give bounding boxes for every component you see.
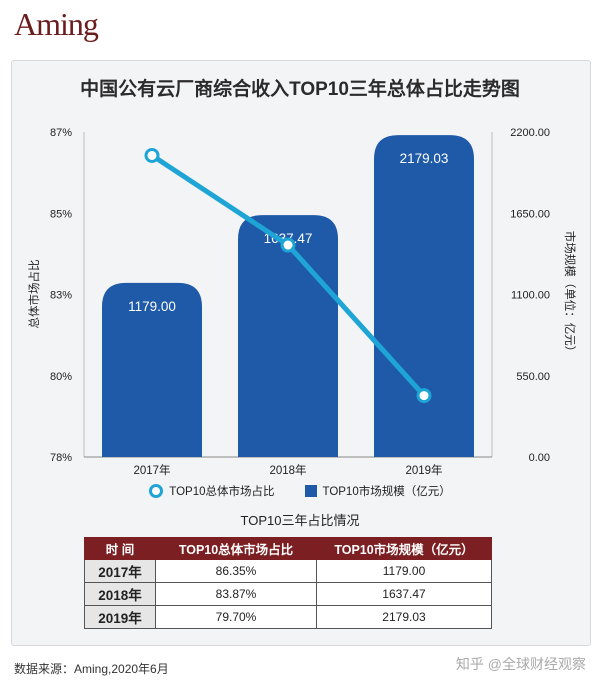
brand-logo: Aming	[14, 6, 99, 42]
table-header-time: 时 间	[84, 537, 156, 560]
legend-line-marker-icon	[149, 484, 164, 498]
bar-value-label: 1179.00	[128, 299, 176, 314]
left-tick-label: 83%	[50, 290, 72, 302]
table-cell-year: 2019年	[84, 605, 156, 629]
legend-bar-marker-icon	[304, 485, 317, 497]
table-cell-size: 1637.47	[316, 582, 492, 606]
line-point-1	[280, 237, 296, 253]
right-tick-label: 550.00	[516, 371, 550, 383]
table-cell-year: 2018年	[84, 582, 156, 606]
bar-0	[102, 282, 202, 457]
table-title: TOP10三年占比情况	[240, 513, 360, 528]
left-tick-label: 85%	[50, 208, 72, 220]
legend-item-bar: TOP10市场规模（亿元）	[304, 483, 451, 499]
right-tick-label: 0.00	[529, 452, 550, 464]
table-row: 2019年 79.70% 2179.03	[84, 605, 492, 629]
line-point-2	[416, 388, 432, 404]
source-note: 数据来源：Aming,2020年6月	[14, 662, 169, 676]
right-tick-label: 2200.00	[510, 127, 550, 139]
right-tick-label: 1100.00	[511, 290, 550, 302]
left-tick-label: 87%	[50, 127, 72, 139]
left-tick-label: 78%	[50, 452, 72, 464]
table-cell-year: 2017年	[84, 559, 156, 583]
table-cell-share: 86.35%	[155, 559, 317, 583]
x-tick-label: 2017年	[133, 463, 170, 477]
left-tick-label: 80%	[50, 371, 72, 383]
x-tick-label: 2018年	[269, 463, 306, 477]
chart-legend: TOP10总体市场占比 TOP10市场规模（亿元）	[0, 483, 600, 499]
line-point-0	[144, 147, 160, 163]
table-cell-share: 83.87%	[155, 582, 317, 606]
table-cell-size: 2179.03	[316, 605, 492, 629]
right-tick-label: 1650.00	[510, 208, 550, 220]
table-cell-share: 79.70%	[155, 605, 317, 629]
table-header-size: TOP10市场规模（亿元）	[316, 537, 492, 560]
bar-value-label: 2179.03	[400, 151, 449, 166]
legend-bar-label: TOP10市场规模（亿元）	[322, 486, 451, 498]
legend-line-label: TOP10总体市场占比	[169, 486, 275, 498]
x-tick-label: 2019年	[405, 463, 442, 477]
watermark: 知乎 @全球财经观察	[455, 656, 586, 672]
table-row: 2017年 86.35% 1179.00	[84, 559, 492, 583]
table-header-share: TOP10总体市场占比	[155, 537, 317, 560]
legend-item-line: TOP10总体市场占比	[149, 483, 275, 499]
right-axis-title: 市场规模（单位：亿元）	[563, 231, 577, 358]
bar-2	[374, 135, 474, 457]
table-header-row: 时 间 TOP10总体市场占比 TOP10市场规模（亿元）	[84, 537, 492, 560]
data-table: 时 间 TOP10总体市场占比 TOP10市场规模（亿元） 2017年 86.3…	[84, 537, 492, 629]
table-row: 2018年 83.87% 1637.47	[84, 582, 492, 606]
left-axis-title: 总体市场占比	[27, 260, 41, 329]
table-cell-size: 1179.00	[316, 559, 492, 583]
chart-title: 中国公有云厂商综合收入TOP10三年总体占比走势图	[80, 79, 520, 100]
